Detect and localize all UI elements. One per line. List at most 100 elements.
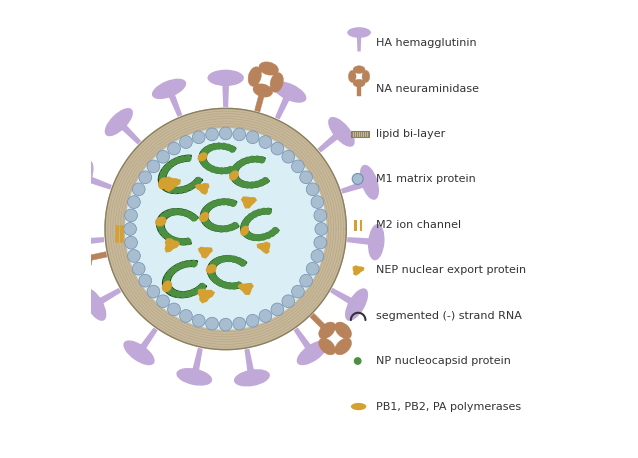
Polygon shape (222, 82, 229, 107)
Circle shape (232, 168, 237, 174)
Circle shape (164, 211, 170, 217)
Circle shape (218, 280, 223, 286)
Circle shape (105, 109, 346, 349)
Circle shape (175, 264, 182, 270)
Polygon shape (330, 288, 355, 305)
Circle shape (160, 175, 165, 181)
Text: PB1, PB2, PA polymerases: PB1, PB2, PA polymerases (376, 402, 521, 412)
Circle shape (193, 314, 205, 327)
Circle shape (182, 186, 188, 192)
Polygon shape (96, 288, 121, 305)
Polygon shape (275, 94, 291, 120)
Polygon shape (353, 265, 364, 276)
Circle shape (232, 283, 237, 289)
Polygon shape (357, 35, 361, 51)
Ellipse shape (272, 82, 306, 103)
Ellipse shape (207, 70, 244, 86)
Circle shape (233, 177, 239, 183)
Circle shape (168, 186, 174, 192)
Circle shape (180, 239, 186, 245)
Circle shape (124, 223, 137, 235)
Circle shape (231, 256, 237, 262)
Circle shape (199, 284, 205, 289)
Circle shape (207, 203, 213, 209)
Polygon shape (115, 225, 119, 243)
Circle shape (240, 260, 246, 266)
Circle shape (306, 183, 319, 196)
Polygon shape (90, 300, 100, 309)
FancyBboxPatch shape (351, 131, 369, 137)
Circle shape (248, 213, 254, 219)
Polygon shape (79, 252, 107, 263)
Polygon shape (163, 261, 207, 297)
Ellipse shape (67, 224, 84, 260)
Ellipse shape (158, 177, 168, 190)
Ellipse shape (62, 244, 82, 256)
Circle shape (256, 234, 262, 240)
Circle shape (163, 282, 170, 288)
Circle shape (175, 291, 181, 297)
Circle shape (213, 259, 219, 265)
Circle shape (251, 234, 257, 240)
Polygon shape (357, 30, 361, 35)
Polygon shape (360, 220, 362, 231)
Circle shape (126, 129, 326, 329)
Circle shape (241, 226, 247, 232)
Circle shape (244, 182, 250, 188)
Ellipse shape (67, 266, 87, 279)
Circle shape (188, 184, 193, 190)
Polygon shape (114, 117, 124, 127)
Ellipse shape (297, 340, 328, 365)
Polygon shape (195, 183, 209, 195)
Polygon shape (86, 175, 112, 190)
Circle shape (209, 224, 215, 230)
Circle shape (217, 257, 223, 263)
Polygon shape (120, 225, 124, 243)
Circle shape (167, 288, 174, 294)
Circle shape (124, 236, 137, 249)
Ellipse shape (123, 340, 154, 365)
Ellipse shape (319, 338, 336, 355)
Circle shape (230, 200, 236, 206)
Circle shape (272, 228, 278, 234)
Circle shape (226, 199, 232, 205)
Circle shape (236, 180, 242, 185)
Ellipse shape (155, 217, 167, 227)
Circle shape (300, 274, 313, 287)
Circle shape (195, 177, 202, 183)
Circle shape (211, 261, 216, 267)
Circle shape (254, 181, 260, 187)
Circle shape (179, 310, 192, 322)
Circle shape (245, 217, 251, 223)
Circle shape (203, 162, 209, 168)
Polygon shape (357, 80, 360, 96)
Circle shape (168, 270, 174, 276)
Circle shape (271, 303, 284, 316)
Ellipse shape (259, 62, 279, 75)
Circle shape (234, 164, 239, 170)
Circle shape (195, 287, 202, 293)
Polygon shape (119, 123, 141, 145)
Circle shape (191, 215, 197, 221)
Ellipse shape (353, 79, 365, 87)
Polygon shape (365, 179, 374, 186)
Polygon shape (318, 132, 341, 153)
Circle shape (193, 131, 205, 144)
Polygon shape (337, 127, 346, 136)
Circle shape (314, 209, 327, 222)
Ellipse shape (105, 108, 133, 136)
Circle shape (259, 310, 272, 322)
Circle shape (236, 282, 242, 288)
Circle shape (232, 223, 238, 229)
Circle shape (244, 158, 251, 163)
Polygon shape (223, 74, 228, 82)
Circle shape (170, 237, 176, 243)
Circle shape (181, 292, 186, 298)
Polygon shape (197, 289, 215, 304)
Polygon shape (293, 327, 313, 351)
Polygon shape (244, 349, 255, 374)
Circle shape (202, 149, 207, 155)
Circle shape (209, 264, 214, 270)
Circle shape (219, 168, 225, 174)
Circle shape (209, 271, 214, 277)
